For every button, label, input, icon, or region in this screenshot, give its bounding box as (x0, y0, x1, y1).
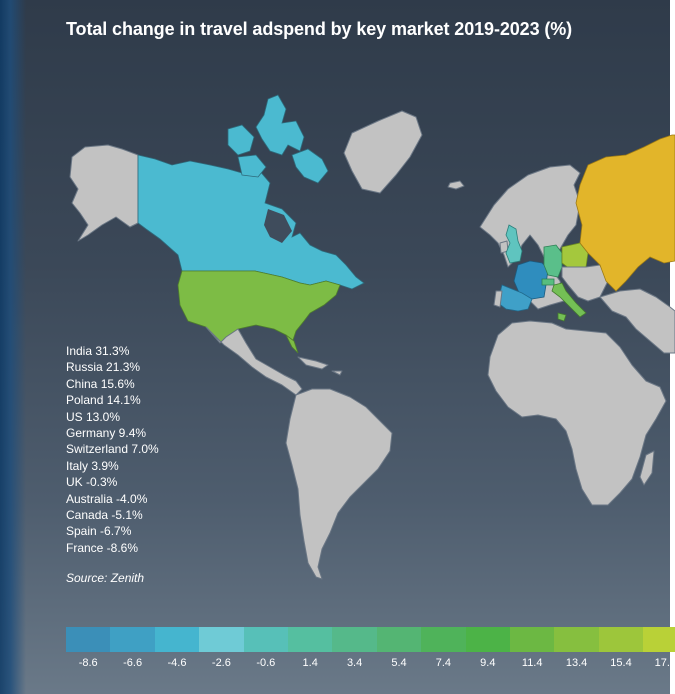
legend-tick-label: 13.4 (565, 657, 588, 669)
ranking-item-us: US 13.0% (66, 409, 121, 424)
map-switzerland (541, 278, 555, 286)
legend-tick-label: 3.4 (346, 657, 363, 669)
page-title: Total change in travel adspend by key ma… (66, 19, 573, 39)
legend-tick-label: -4.6 (167, 657, 187, 669)
legend-swatch (199, 627, 244, 652)
legend-tick-label: 1.4 (302, 657, 318, 669)
legend-tick-label: -6.6 (123, 657, 143, 669)
map-france (513, 260, 549, 300)
legend-tick-label: 9.4 (480, 657, 496, 669)
legend-tick-labels: -8.6 -6.6 -4.6 -2.6 -0.6 1.4 3.4 5.4 7.4 9.4 11.4 1… (66, 657, 675, 673)
legend-tick-label: 15.4 (610, 657, 632, 669)
ranking-item-poland: Poland 14.1% (66, 393, 141, 408)
ranking-item-italy: Italy 3.9% (66, 458, 119, 473)
ranking-item-australia: Australia -4.0% (66, 491, 148, 506)
map-greenland (343, 110, 423, 194)
legend-swatch (154, 627, 200, 652)
map-arctic-islands (227, 94, 329, 184)
legend-tick-label: -0.6 (256, 657, 276, 669)
map-africa (487, 320, 667, 506)
map-iceland (447, 180, 465, 190)
legend-swatch (643, 627, 675, 652)
legend-tick-label: -2.6 (211, 657, 231, 669)
ranking-item-canada: Canada -5.1% (66, 508, 143, 523)
ranking-item-switzerland: Switzerland 7.0% (66, 442, 159, 457)
ranking-item-russia: Russia 21.3% (66, 360, 141, 375)
map-middle-east (599, 288, 675, 354)
source-note: Source: Zenith (66, 571, 145, 585)
legend-tick-label: 17.4 (654, 657, 675, 669)
map-italy (551, 282, 587, 322)
legend-tick-label: 5.4 (391, 657, 407, 669)
map-alaska (69, 144, 139, 242)
map-russia (575, 134, 675, 292)
legend-tick-label: 7.4 (435, 657, 452, 669)
legend-swatch (421, 627, 466, 652)
ranking-item-china: China 15.6% (66, 376, 135, 391)
legend-swatch (376, 627, 422, 652)
legend-swatch (465, 627, 510, 652)
legend-swatch (509, 627, 555, 652)
legend-swatch (554, 627, 599, 652)
map-mexico (205, 326, 303, 396)
ranking-item-france: France -8.6% (66, 540, 139, 555)
legend-tick-label: 11.4 (521, 657, 543, 669)
map-uk (505, 224, 523, 264)
ranking-item-uk: UK -0.3% (66, 475, 118, 490)
world-map (69, 94, 675, 580)
map-hudson-bay (264, 209, 292, 243)
legend-swatch (598, 627, 644, 652)
ranking-list: India 31.3% Russia 21.3% China 15.6% Pol… (66, 343, 159, 556)
map-madagascar (639, 450, 655, 486)
legend-swatch (332, 627, 377, 652)
ranking-item-spain: Spain -6.7% (66, 524, 132, 539)
legend-color-scale (66, 627, 675, 652)
map-germany (543, 244, 563, 278)
map-east-europe (561, 264, 609, 302)
legend-tick-label: -8.6 (78, 657, 98, 669)
legend-swatch (110, 627, 155, 652)
ranking-item-germany: Germany 9.4% (66, 426, 147, 441)
legend-swatch (243, 627, 288, 652)
map-caribbean (297, 356, 343, 376)
map-florida (285, 334, 299, 354)
legend-swatch (66, 627, 111, 652)
ranking-item-india: India 31.3% (66, 344, 130, 358)
map-portugal (493, 290, 503, 308)
left-edge-glow (0, 0, 26, 694)
legend-swatch (287, 627, 333, 652)
map-south-america (285, 388, 393, 580)
